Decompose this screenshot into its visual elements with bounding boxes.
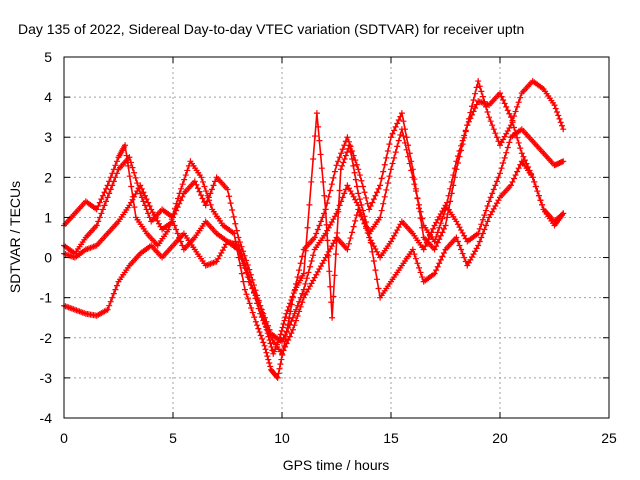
x-tick-label: 25 [601,430,617,446]
y-tick-label: -3 [40,370,53,386]
x-tick-label: 5 [169,430,177,446]
y-tick-label: 1 [44,209,52,225]
plot-frame [63,56,610,419]
y-tick-label: 5 [44,49,52,65]
x-tick-label: 10 [274,430,290,446]
x-tick-label: 15 [383,430,399,446]
x-tick-label: 20 [492,430,508,446]
chart-title: Day 135 of 2022, Sidereal Day-to-day VTE… [18,21,524,37]
series-markers [61,90,567,381]
y-axis-label: SDTVAR / TECUs [7,181,23,293]
y-tick-label: 0 [44,250,52,266]
x-axis-label: GPS time / hours [283,457,390,473]
y-tick-label: -2 [40,330,53,346]
series-track-1 [61,90,567,381]
x-tick-label: 0 [60,430,68,446]
data-series [61,78,567,381]
y-tick-label: 4 [44,89,52,105]
y-tick-label: -1 [40,290,53,306]
y-tick-label: 3 [44,129,52,145]
y-tick-label: -4 [40,410,53,426]
axis-ticks: 0 5 10 15 20 25 -4 -3 -2 -1 0 1 2 3 4 5 [40,49,617,446]
y-tick-label: 2 [44,169,52,185]
